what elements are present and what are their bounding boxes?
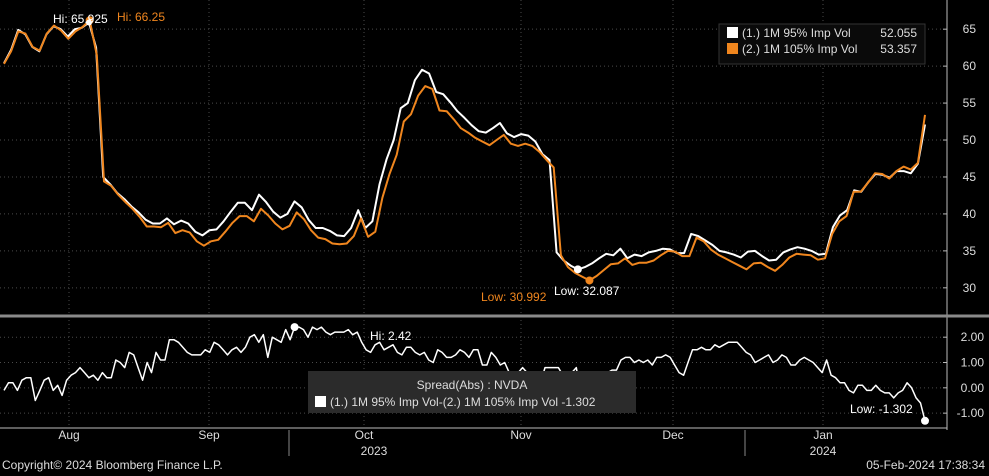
y-tick-label: 0.00	[961, 381, 985, 395]
x-year-label: 2023	[361, 444, 388, 458]
legend-label: (1.) 1M 95% Imp Vol	[742, 26, 851, 40]
y-tick-label: 40	[963, 207, 977, 221]
low-label-95: Low: 32.087	[554, 284, 620, 298]
y-tick-label: 55	[963, 96, 977, 110]
spread-low-label: Low: -1.302	[850, 402, 913, 416]
spread-legend-title: Spread(Abs) : NVDA	[417, 378, 528, 392]
spread-legend-box	[308, 371, 636, 413]
y-tick-label: 45	[963, 170, 977, 184]
series-line-95	[3, 21, 926, 271]
spread-low-marker	[921, 416, 929, 425]
spread-hi-label: Hi: 2.42	[370, 329, 412, 343]
low-label-105: Low: 30.992	[481, 290, 547, 304]
series-line-105	[3, 19, 926, 282]
x-month-label: Aug	[58, 428, 79, 442]
series-lines	[3, 19, 926, 421]
x-month-label: Sep	[198, 428, 220, 442]
hi-marker-95	[86, 19, 93, 26]
y-tick-label: 65	[963, 22, 977, 36]
spread-legend-swatch	[315, 396, 326, 407]
timestamp-text: 05-Feb-2024 17:38:34	[866, 458, 985, 472]
x-month-label: Oct	[355, 428, 374, 442]
legend-label: (2.) 1M 105% Imp Vol	[742, 42, 857, 56]
spread-legend-label: (1.) 1M 95% Imp Vol-(2.) 1M 105% Imp Vol…	[330, 395, 596, 409]
annotations: Hi: 65.925 Hi: 66.25 Low: 30.992 Low: 32.08…	[53, 10, 929, 425]
legend-value: 53.357	[880, 42, 917, 56]
y-tick-label: 1.00	[961, 356, 985, 370]
y-tick-label: 60	[963, 59, 977, 73]
x-month-label: Dec	[662, 428, 683, 442]
copyright-text: Copyright© 2024 Bloomberg Finance L.P.	[2, 458, 223, 472]
hi-label-105: Hi: 66.25	[117, 10, 165, 24]
axes: 30 35 40 45 50 55 60 65 2.00 1.00 0.00 -1.00 Aug Sep O…	[0, 0, 989, 458]
legend-value: 52.055	[880, 26, 917, 40]
x-month-label: Nov	[510, 428, 531, 442]
legends: (1.) 1M 95% Imp Vol 52.055 (2.) 1M 105% Im…	[308, 23, 926, 413]
y-tick-label: 50	[963, 133, 977, 147]
spread-hi-marker	[290, 323, 299, 332]
y-tick-label: 30	[963, 281, 977, 295]
x-month-label: Jan	[813, 428, 832, 442]
hi-label-95: Hi: 65.925	[53, 12, 108, 26]
low-marker-95	[573, 265, 582, 274]
y-tick-label: 2.00	[961, 330, 985, 344]
legend-box	[718, 23, 926, 65]
y-tick-label: -1.00	[957, 406, 985, 420]
low-marker-105	[585, 276, 594, 285]
legend-swatch	[727, 43, 738, 54]
legend-swatch	[727, 27, 738, 38]
y-tick-label: 35	[963, 244, 977, 258]
spread-line	[3, 326, 926, 421]
x-year-label: 2024	[810, 444, 837, 458]
